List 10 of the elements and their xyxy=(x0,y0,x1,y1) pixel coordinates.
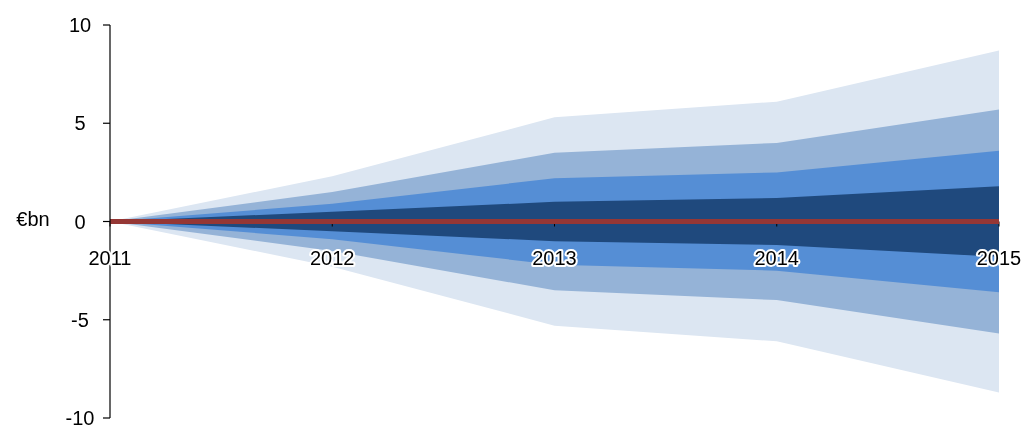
y-tick-label: 5 xyxy=(74,112,86,135)
y-tick-label: 10 xyxy=(68,14,92,36)
y-axis-title: €bn xyxy=(16,207,50,230)
y-tick-label: -5 xyxy=(71,308,89,331)
x-tick-label: 2014 xyxy=(754,246,799,269)
y-tick-label: -10 xyxy=(65,407,95,427)
x-tick-label: 2012 xyxy=(310,246,355,269)
x-tick-label: 2015 xyxy=(976,246,1022,269)
x-tick-label: 2013 xyxy=(532,246,577,269)
y-tick-label: 0 xyxy=(74,210,86,233)
